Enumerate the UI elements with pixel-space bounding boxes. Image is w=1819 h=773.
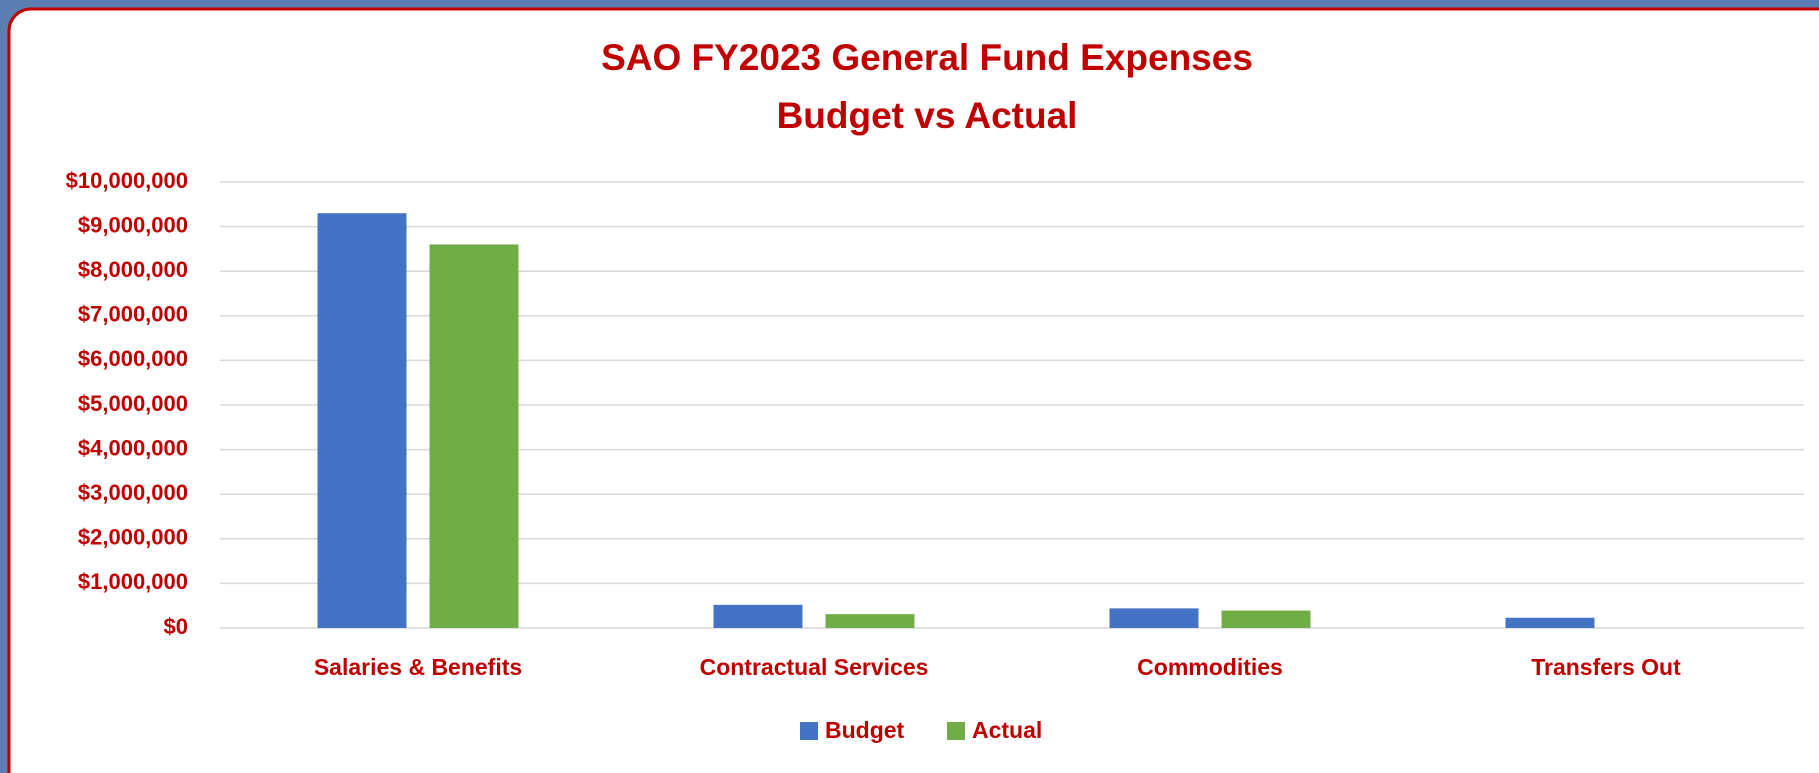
y-tick-label: $7,000,000 [78, 302, 188, 327]
bar [429, 244, 519, 628]
y-tick-label: $2,000,000 [78, 525, 188, 550]
legend-label: Budget [825, 717, 905, 743]
y-tick-label: $6,000,000 [78, 346, 188, 371]
bar [317, 213, 407, 628]
legend-swatch [947, 722, 965, 740]
x-tick-label: Transfers Out [1531, 654, 1681, 680]
y-tick-label: $1,000,000 [78, 569, 188, 594]
bar [825, 614, 915, 628]
x-tick-label: Salaries & Benefits [314, 654, 522, 680]
y-tick-label: $10,000,000 [66, 168, 188, 193]
bar [1109, 608, 1199, 628]
y-tick-label: $5,000,000 [78, 391, 188, 416]
x-tick-label: Contractual Services [700, 654, 929, 680]
y-tick-label: $9,000,000 [78, 212, 188, 237]
y-tick-label: $8,000,000 [78, 257, 188, 282]
y-tick-label: $0 [164, 614, 188, 639]
chart-title: SAO FY2023 General Fund Expenses [601, 37, 1253, 78]
bar [1505, 617, 1595, 628]
bar [713, 604, 803, 628]
bar [1221, 610, 1311, 628]
y-tick-label: $3,000,000 [78, 480, 188, 505]
legend-swatch [800, 722, 818, 740]
legend-label: Actual [972, 717, 1042, 743]
x-tick-label: Commodities [1137, 654, 1283, 680]
chart-subtitle: Budget vs Actual [777, 95, 1078, 136]
y-tick-label: $4,000,000 [78, 435, 188, 460]
